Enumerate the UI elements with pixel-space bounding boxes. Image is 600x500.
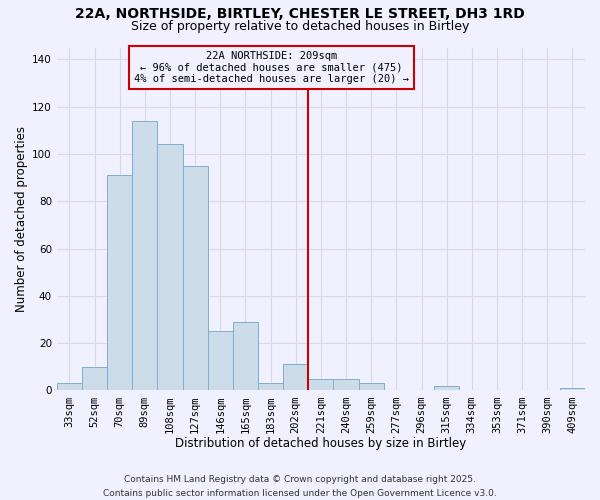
Text: 22A, NORTHSIDE, BIRTLEY, CHESTER LE STREET, DH3 1RD: 22A, NORTHSIDE, BIRTLEY, CHESTER LE STRE… bbox=[75, 8, 525, 22]
Bar bbox=[434, 386, 459, 390]
Bar bbox=[132, 121, 157, 390]
Bar bbox=[157, 144, 182, 390]
Bar bbox=[107, 175, 132, 390]
Bar bbox=[208, 332, 233, 390]
Bar bbox=[283, 364, 308, 390]
Bar bbox=[560, 388, 585, 390]
Text: Contains HM Land Registry data © Crown copyright and database right 2025.
Contai: Contains HM Land Registry data © Crown c… bbox=[103, 476, 497, 498]
Bar bbox=[258, 384, 283, 390]
Bar bbox=[359, 384, 384, 390]
Bar bbox=[182, 166, 208, 390]
Bar bbox=[308, 378, 334, 390]
Bar bbox=[82, 367, 107, 390]
Bar bbox=[233, 322, 258, 390]
Text: 22A NORTHSIDE: 209sqm
← 96% of detached houses are smaller (475)
4% of semi-deta: 22A NORTHSIDE: 209sqm ← 96% of detached … bbox=[134, 51, 409, 84]
X-axis label: Distribution of detached houses by size in Birtley: Distribution of detached houses by size … bbox=[175, 437, 467, 450]
Y-axis label: Number of detached properties: Number of detached properties bbox=[15, 126, 28, 312]
Bar bbox=[334, 378, 359, 390]
Bar bbox=[57, 384, 82, 390]
Text: Size of property relative to detached houses in Birtley: Size of property relative to detached ho… bbox=[131, 20, 469, 33]
